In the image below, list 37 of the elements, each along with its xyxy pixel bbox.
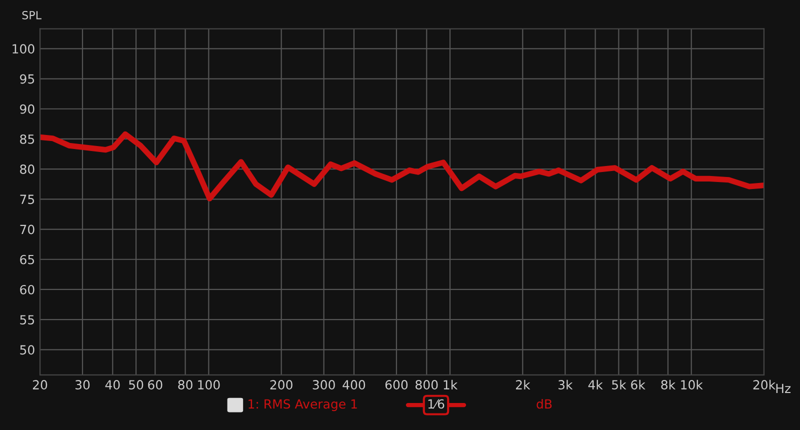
y-tick-label: 85 <box>20 134 34 144</box>
x-tick-label: 5k <box>612 380 626 390</box>
x-tick-label: 10k <box>681 380 703 390</box>
x-tick-label: 4k <box>588 380 603 390</box>
x-tick-label: 1k <box>444 380 458 390</box>
x-tick-label: 300 <box>312 380 335 390</box>
y-tick-label: 90 <box>20 104 34 114</box>
x-tick-label: 200 <box>270 380 292 390</box>
x-tick-label: 3k <box>558 380 573 390</box>
x-tick-label: 20 <box>32 380 48 390</box>
x-tick-label: 40 <box>105 380 120 390</box>
y-tick-label: 50 <box>20 345 34 355</box>
x-tick-label: 400 <box>342 380 366 390</box>
x-tick-label: 600 <box>385 380 408 390</box>
y-tick-label: 70 <box>20 224 34 234</box>
x-tick-label: 6k <box>631 380 646 390</box>
y-tick-label: 100 <box>12 44 34 54</box>
x-tick-label: 20k <box>753 380 776 390</box>
x-tick-label: 30 <box>75 380 90 390</box>
x-tick-label: 800 <box>416 380 438 390</box>
text: 1: RMS Average 1 <box>248 399 357 412</box>
x-tick-label: 100 <box>198 380 220 390</box>
text: 1⁄6 <box>428 399 444 409</box>
x-tick-label: 8k <box>661 380 676 390</box>
y-tick-label: 65 <box>20 254 34 264</box>
x-tick-label: 60 <box>148 380 162 390</box>
x-tick-label: 2k <box>516 380 530 390</box>
y-tick-label: 60 <box>20 284 34 294</box>
y-tick-label: 95 <box>20 74 34 84</box>
x-tick-label: 50 <box>129 380 144 390</box>
y-tick-label: 80 <box>20 164 34 174</box>
x-axis-title: Hz <box>776 384 791 393</box>
x-tick-label: 80 <box>178 380 192 390</box>
y-axis-title: SPL <box>22 10 42 20</box>
y-tick-label: 55 <box>20 315 34 325</box>
text: dB <box>536 399 552 409</box>
y-tick-label: 75 <box>20 194 34 204</box>
